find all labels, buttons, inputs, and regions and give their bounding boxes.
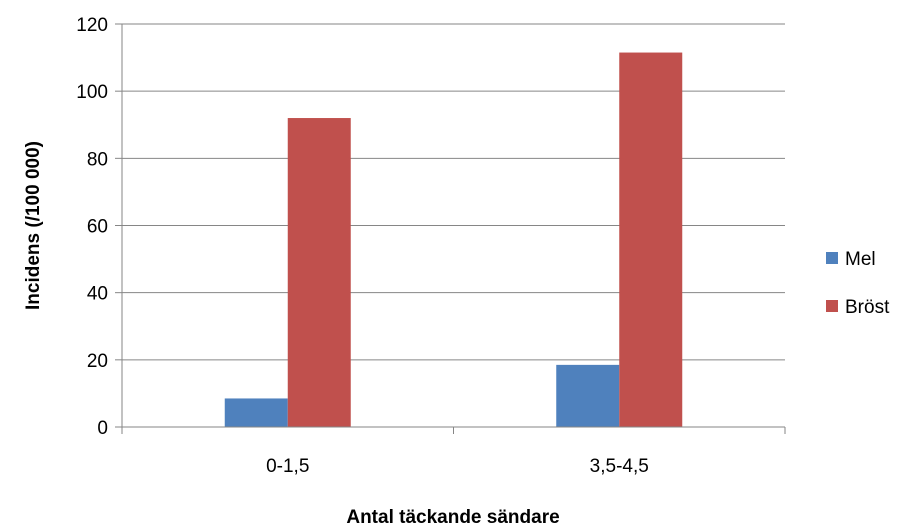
x-tick-label: 3,5-4,5 [590, 456, 649, 477]
y-tick-label: 40 [87, 284, 108, 305]
legend-swatch [826, 300, 838, 312]
y-axis-title: Incidens (/100 000) [23, 141, 44, 310]
bars [224, 52, 683, 428]
legend: Mel Bröst [826, 249, 890, 318]
y-tick-label: 60 [87, 217, 108, 238]
y-tick-label: 80 [87, 149, 108, 170]
legend-label: Mel [845, 249, 876, 270]
gridlines [122, 23, 785, 361]
axes [115, 23, 786, 434]
x-axis-title: Antal täckande sändare [346, 507, 559, 528]
y-tick-label: 0 [97, 418, 108, 439]
legend-label: Bröst [845, 297, 890, 318]
bar-mel-0 [224, 398, 288, 427]
y-tick-label: 20 [87, 351, 108, 372]
x-tick-label: 0-1,5 [266, 456, 309, 477]
bar-br-st-0 [287, 118, 351, 428]
legend-swatch [826, 252, 838, 264]
labels: 0 20 40 60 80 100 120 0-1,5 3,5-4,5 Antal täckand… [23, 15, 649, 528]
bar-mel-1 [556, 364, 620, 427]
y-tick-label: 120 [76, 15, 108, 36]
y-tick-label: 100 [76, 82, 108, 103]
bar-br-st-1 [619, 52, 683, 427]
